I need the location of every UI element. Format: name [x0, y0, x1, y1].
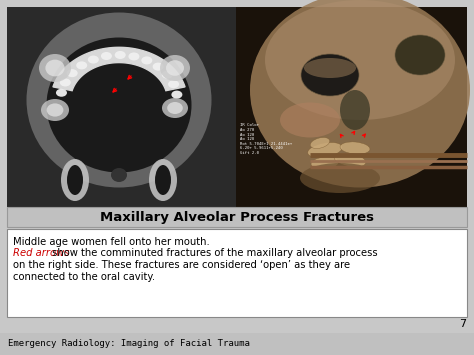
Ellipse shape: [141, 56, 152, 64]
Ellipse shape: [160, 55, 190, 81]
Ellipse shape: [280, 103, 340, 137]
Text: Middle age women fell onto her mouth.: Middle age women fell onto her mouth.: [13, 237, 210, 247]
Ellipse shape: [310, 137, 330, 148]
Text: show the comminuted fractures of the maxillary alveolar process: show the comminuted fractures of the max…: [49, 248, 378, 258]
Text: on the right side. These fractures are considered ‘open’ as they are: on the right side. These fractures are c…: [13, 260, 350, 270]
Ellipse shape: [46, 38, 191, 173]
Ellipse shape: [340, 142, 370, 154]
Ellipse shape: [340, 90, 370, 130]
Ellipse shape: [166, 60, 184, 76]
Ellipse shape: [155, 165, 171, 195]
Ellipse shape: [128, 53, 139, 60]
Ellipse shape: [46, 60, 64, 76]
Ellipse shape: [60, 78, 71, 87]
Ellipse shape: [304, 58, 356, 78]
Bar: [236, 7, 467, 207]
Ellipse shape: [172, 91, 182, 99]
Ellipse shape: [153, 62, 164, 71]
Ellipse shape: [300, 163, 380, 193]
Text: 7: 7: [459, 319, 466, 329]
Text: Emergency Radiology: Imaging of Facial Trauma: Emergency Radiology: Imaging of Facial T…: [8, 339, 250, 349]
Ellipse shape: [162, 98, 188, 118]
Bar: [7, 229, 467, 317]
Ellipse shape: [46, 103, 64, 116]
Ellipse shape: [67, 165, 83, 195]
Ellipse shape: [395, 35, 445, 75]
Bar: [7, 7, 236, 207]
Ellipse shape: [67, 69, 78, 77]
Bar: [7, 207, 467, 227]
Text: IR Color
Ao 270
Ao 120
Ao 128
Rot 5.704E+1 21.4441e+
6.20+ 5.9611+5.240
Gift 2.0: IR Color Ao 270 Ao 120 Ao 128 Rot 5.704E…: [240, 124, 292, 155]
Ellipse shape: [265, 0, 455, 120]
Ellipse shape: [101, 52, 112, 60]
Ellipse shape: [301, 54, 359, 96]
Polygon shape: [53, 47, 185, 91]
Ellipse shape: [334, 153, 366, 167]
Ellipse shape: [311, 157, 339, 169]
Text: Red arrows: Red arrows: [13, 248, 70, 258]
Ellipse shape: [111, 168, 127, 182]
Ellipse shape: [41, 99, 69, 121]
Ellipse shape: [162, 71, 173, 79]
Bar: [7, 7, 467, 207]
Ellipse shape: [250, 0, 470, 187]
Ellipse shape: [61, 159, 89, 201]
Text: connected to the oral cavity.: connected to the oral cavity.: [13, 272, 155, 282]
Ellipse shape: [149, 159, 177, 201]
Ellipse shape: [168, 80, 179, 88]
Ellipse shape: [308, 142, 342, 158]
Ellipse shape: [167, 102, 183, 114]
Ellipse shape: [88, 55, 99, 64]
Ellipse shape: [56, 89, 67, 97]
Ellipse shape: [115, 51, 126, 59]
Text: Maxillary Alveolar Process Fractures: Maxillary Alveolar Process Fractures: [100, 211, 374, 224]
Ellipse shape: [39, 54, 71, 82]
Ellipse shape: [27, 12, 211, 187]
Ellipse shape: [76, 61, 87, 69]
Bar: [0, 333, 474, 355]
